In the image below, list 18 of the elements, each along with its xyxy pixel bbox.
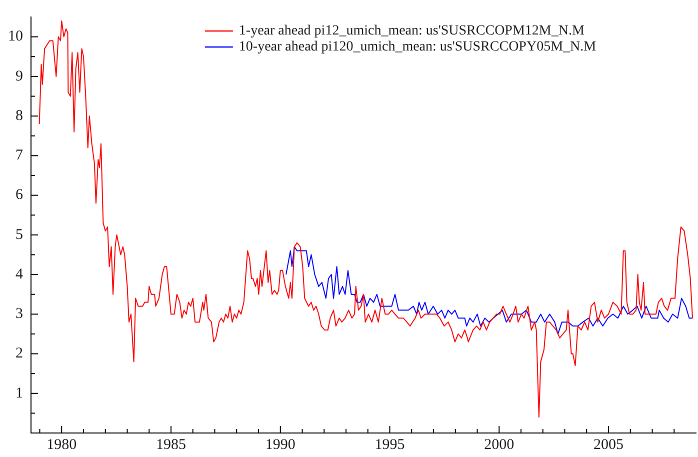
y-tick-label: 7 (16, 148, 24, 164)
y-tick-label: 4 (16, 266, 24, 282)
y-tick-label: 3 (16, 306, 23, 322)
y-tick-label: 5 (16, 226, 23, 243)
x-tick-label: 1980 (46, 436, 77, 453)
y-tick-label: 8 (16, 108, 23, 124)
y-tick-label: 6 (16, 187, 24, 204)
x-tick-label: 1990 (265, 436, 296, 453)
x-tick-label: 2005 (594, 436, 624, 453)
y-tick-label: 2 (16, 346, 23, 362)
legend-label: 1-year ahead pi12_umich_mean: us'SUSRCCOPM12M_N.M (238, 24, 585, 39)
y-tick-label: 10 (8, 28, 23, 45)
x-tick-label: 1985 (156, 436, 186, 453)
y-tick-label: 9 (16, 68, 23, 84)
legend-label: 10-year ahead pi120_umich_mean: us'SUSRCCOPY05M_N.M (238, 40, 597, 55)
x-tick-label: 1995 (374, 436, 405, 453)
y-tick-label: 1 (16, 385, 23, 402)
x-tick-label: 2000 (484, 436, 514, 453)
